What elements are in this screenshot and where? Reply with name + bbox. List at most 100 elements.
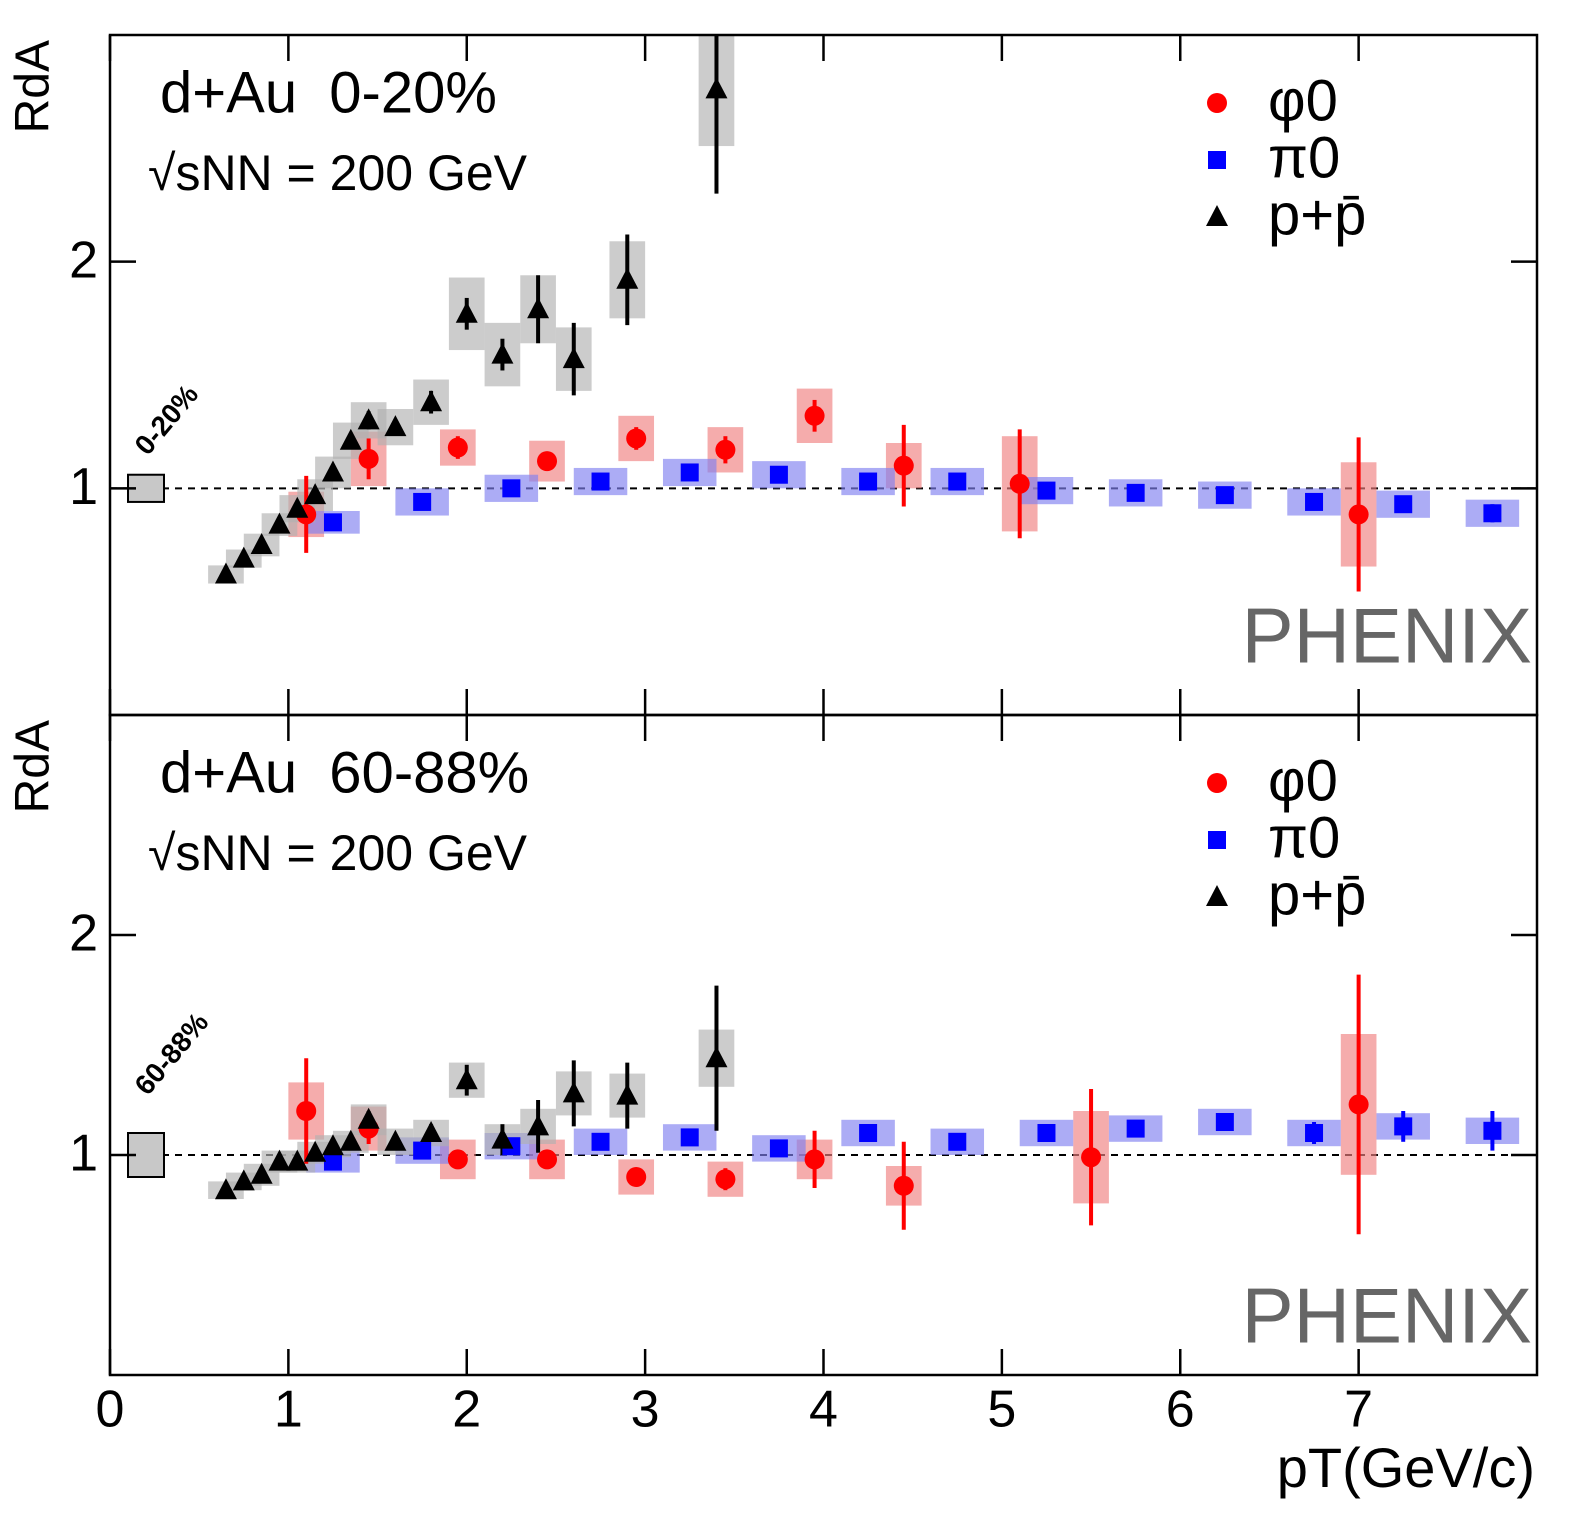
- marker: [948, 472, 967, 491]
- x-axis-label: pT(GeV/c): [1277, 1436, 1535, 1499]
- marker: [1126, 1119, 1145, 1138]
- marker: [859, 472, 878, 491]
- marker: [705, 77, 728, 99]
- panel-subtitle: √sNN = 200 GeV: [148, 825, 528, 881]
- marker: [562, 1081, 585, 1103]
- marker: [447, 1149, 468, 1170]
- marker: [214, 1178, 237, 1200]
- marker: [680, 463, 699, 482]
- marker: [537, 1149, 558, 1170]
- marker: [1206, 885, 1228, 906]
- marker: [455, 301, 478, 323]
- marker: [286, 496, 309, 518]
- legend-label: φ0: [1268, 68, 1338, 133]
- marker: [296, 1101, 317, 1121]
- x-tick-label: 1: [274, 1381, 303, 1439]
- x-tick-label: 0: [96, 1381, 125, 1439]
- marker: [286, 1149, 309, 1171]
- marker: [893, 455, 914, 476]
- marker: [502, 479, 521, 498]
- marker: [323, 1152, 342, 1171]
- marker: [527, 297, 550, 319]
- marker: [769, 1139, 788, 1158]
- marker: [591, 1132, 610, 1151]
- marker: [339, 428, 362, 450]
- legend-label: p+p̄: [1268, 182, 1366, 247]
- marker: [321, 1134, 344, 1156]
- marker: [715, 1169, 736, 1190]
- marker: [304, 1140, 327, 1162]
- marker: [339, 1129, 362, 1151]
- marker: [321, 460, 344, 482]
- y-tick-label: 1: [69, 458, 98, 516]
- x-tick-label: 3: [631, 1381, 660, 1439]
- marker: [1215, 1113, 1234, 1131]
- marker: [591, 472, 610, 491]
- marker: [616, 1083, 639, 1105]
- watermark: PHENIX: [1242, 592, 1532, 680]
- marker: [304, 483, 327, 505]
- x-tick-label: 6: [1166, 1381, 1195, 1439]
- panel-title: d+Au 60-88%: [160, 740, 529, 805]
- marker: [1009, 473, 1030, 494]
- marker: [455, 1068, 478, 1090]
- marker: [268, 512, 291, 534]
- marker: [420, 390, 443, 412]
- marker: [1208, 831, 1226, 849]
- marker: [232, 546, 255, 568]
- marker: [232, 1169, 255, 1191]
- y-tick-label: 2: [69, 231, 98, 289]
- marker: [491, 342, 514, 364]
- marker: [527, 1114, 550, 1136]
- panel-title: d+Au 0-20%: [160, 60, 497, 125]
- marker: [948, 1132, 967, 1151]
- norm-label: 0-20%: [129, 379, 205, 461]
- marker: [1215, 486, 1234, 505]
- x-tick-label: 4: [809, 1381, 838, 1439]
- marker: [680, 1128, 699, 1147]
- marker: [250, 1162, 273, 1184]
- marker: [626, 428, 647, 449]
- marker: [859, 1124, 878, 1142]
- marker: [1483, 504, 1502, 523]
- marker: [447, 437, 468, 458]
- marker: [384, 415, 407, 437]
- y-axis-label: RdA: [7, 720, 60, 813]
- marker: [357, 408, 380, 430]
- marker: [1394, 1117, 1413, 1136]
- marker: [804, 405, 825, 426]
- marker: [1305, 492, 1324, 511]
- marker: [769, 465, 788, 484]
- legend-label: π0: [1268, 125, 1340, 190]
- watermark: PHENIX: [1242, 1272, 1532, 1360]
- marker: [1207, 93, 1227, 113]
- x-tick-label: 5: [987, 1381, 1016, 1439]
- legend-label: π0: [1268, 805, 1340, 870]
- marker: [1126, 483, 1145, 502]
- marker: [1206, 205, 1228, 226]
- marker: [705, 1046, 728, 1068]
- marker: [384, 1129, 407, 1151]
- marker: [804, 1149, 825, 1170]
- marker: [1037, 1124, 1056, 1142]
- marker: [268, 1149, 291, 1171]
- marker: [323, 513, 342, 532]
- marker: [626, 1167, 647, 1187]
- marker: [358, 448, 379, 469]
- panel-subtitle: √sNN = 200 GeV: [148, 145, 528, 201]
- marker: [1207, 773, 1227, 793]
- legend-label: φ0: [1268, 748, 1338, 813]
- marker: [1348, 504, 1369, 525]
- y-tick-label: 1: [69, 1125, 98, 1183]
- marker: [1081, 1147, 1102, 1168]
- marker: [1394, 495, 1413, 514]
- marker: [537, 451, 558, 472]
- marker: [1483, 1121, 1502, 1140]
- plot-area: [110, 974, 1537, 1235]
- marker: [1305, 1124, 1324, 1142]
- x-tick-label: 7: [1344, 1381, 1373, 1439]
- marker: [420, 1121, 443, 1142]
- marker: [562, 347, 585, 369]
- legend-label: p+p̄: [1268, 862, 1366, 927]
- marker: [715, 439, 736, 460]
